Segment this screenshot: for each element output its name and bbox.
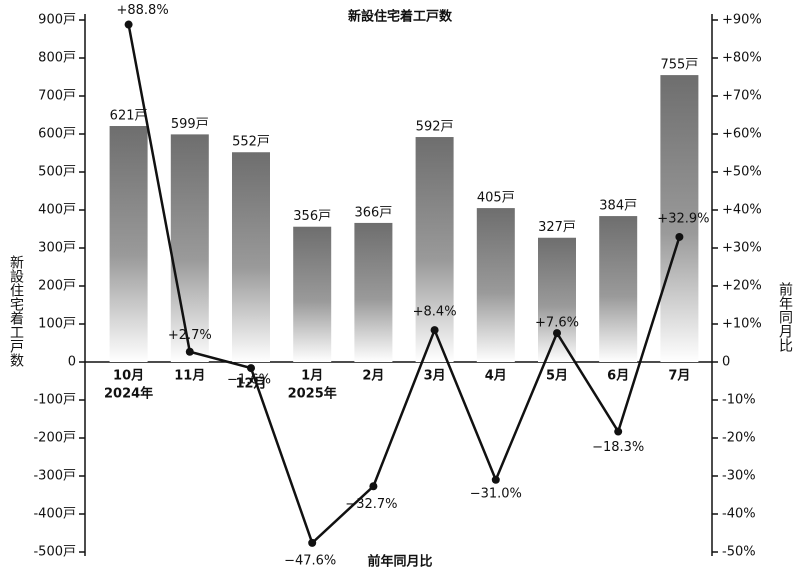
line-point <box>369 482 378 491</box>
y2-tick-label: +70% <box>722 89 762 104</box>
y2-tick-label: -20% <box>722 431 756 446</box>
y-tick-label: 0 <box>68 355 76 370</box>
y-tick-label: 700戸 <box>38 89 76 104</box>
bar-value-label: 405戸 <box>477 191 515 206</box>
line-value-label: +32.9% <box>657 211 709 226</box>
y-tick-label: 600戸 <box>38 127 76 142</box>
x-tick-label: 11月 <box>174 369 205 384</box>
bar <box>476 208 515 362</box>
line-value-label: −32.7% <box>345 497 397 512</box>
line-point <box>247 364 255 373</box>
bar-value-label: 592戸 <box>416 120 454 135</box>
line-point <box>553 329 561 338</box>
line-point <box>675 232 684 241</box>
y2-tick-label: -10% <box>722 393 756 408</box>
x-tick-label: 5月 <box>546 369 568 384</box>
line-value-label: −18.3% <box>592 440 644 455</box>
bar <box>293 226 332 362</box>
y-tick-label: -300戸 <box>33 469 76 484</box>
y-tick-label: 100戸 <box>38 317 76 332</box>
y-tick-label: 400戸 <box>38 203 76 218</box>
line-value-label: +2.7% <box>168 328 212 343</box>
line-point <box>491 475 500 484</box>
y-tick-label: -200戸 <box>33 431 76 446</box>
y2-tick-label: +80% <box>722 51 762 66</box>
bar <box>170 134 209 362</box>
bar <box>109 126 148 363</box>
bar-value-label: 384戸 <box>599 199 637 214</box>
bar <box>599 216 638 362</box>
y-tick-label: 200戸 <box>38 279 76 294</box>
y2-tick-label: 0 <box>722 355 730 370</box>
y-tick-label: 900戸 <box>38 13 76 28</box>
y2-tick-label: +60% <box>722 127 762 142</box>
bar-value-label: 366戸 <box>354 205 392 220</box>
bar <box>538 237 576 362</box>
y-tick-label: -400戸 <box>33 507 76 522</box>
y2-tick-label: -40% <box>722 507 756 522</box>
bar <box>660 75 699 362</box>
y-axis-title: 新設住宅着工戸数 <box>8 255 24 367</box>
y-tick-label: 300戸 <box>38 241 76 256</box>
bar <box>415 137 454 362</box>
bar-value-label: 621戸 <box>110 109 148 124</box>
x-axis-title: 前年同月比 <box>367 554 432 570</box>
bar-value-label: 599戸 <box>171 117 209 132</box>
x-tick-label: 2月 <box>362 369 384 384</box>
line-point <box>124 20 133 29</box>
bar-value-label: 552戸 <box>232 135 270 150</box>
y2-tick-label: +40% <box>722 203 762 218</box>
line-value-label: −1.6% <box>227 373 271 388</box>
bar <box>232 152 270 362</box>
line-value-label: +7.6% <box>535 316 579 331</box>
y-tick-label: 500戸 <box>38 165 76 180</box>
bar <box>354 222 393 362</box>
x-tick-sublabel: 2025年 <box>288 386 337 402</box>
x-tick-sublabel: 2024年 <box>104 386 153 402</box>
y2-tick-label: +30% <box>722 241 762 256</box>
line-value-label: −47.6% <box>284 553 336 568</box>
line-value-label: +88.8% <box>116 3 168 18</box>
x-tick-label: 3月 <box>424 369 446 384</box>
x-tick-label: 6月 <box>607 369 629 384</box>
line-value-label: +8.4% <box>413 305 457 320</box>
line-point <box>308 538 317 547</box>
bar-value-label: 755戸 <box>660 58 698 73</box>
line-point <box>430 326 439 335</box>
line-point <box>185 347 194 356</box>
y2-tick-label: -50% <box>722 545 756 560</box>
y2-tick-label: +10% <box>722 317 762 332</box>
bar-value-label: 327戸 <box>538 220 576 235</box>
x-tick-label: 1月 <box>301 369 323 384</box>
line-point <box>614 427 623 436</box>
chart-title: 新設住宅着工戸数 <box>348 9 453 25</box>
line <box>127 24 681 546</box>
y2-tick-label: +90% <box>722 13 762 28</box>
x-tick-label: 4月 <box>485 369 507 384</box>
y-tick-label: 800戸 <box>38 51 76 66</box>
x-tick-label: 10月 <box>113 369 144 384</box>
y2-tick-label: -30% <box>722 469 756 484</box>
y2-tick-label: +50% <box>722 165 762 180</box>
y-tick-label: -500戸 <box>33 545 76 560</box>
y2-axis-title: 前年同月比 <box>777 281 793 352</box>
x-tick-label: 7月 <box>668 369 690 384</box>
bar-value-label: 356戸 <box>293 209 331 224</box>
line-value-label: −31.0% <box>470 486 522 501</box>
y-tick-label: -100戸 <box>33 393 76 408</box>
y2-tick-label: +20% <box>722 279 762 294</box>
